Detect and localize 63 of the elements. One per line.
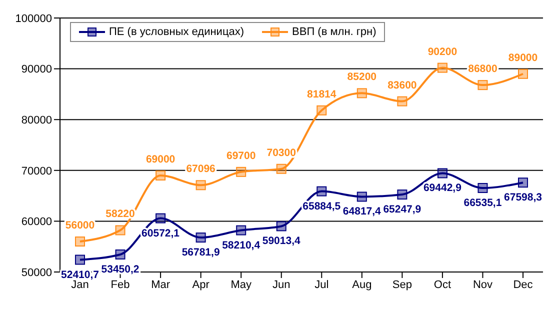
point xyxy=(397,96,408,106)
x-tick-label: Oct xyxy=(434,278,452,291)
point xyxy=(115,225,126,236)
point xyxy=(115,249,126,260)
point xyxy=(276,221,286,232)
x-tick-label: Jul xyxy=(314,278,329,291)
point xyxy=(437,168,448,178)
data-label: 89000 xyxy=(508,52,538,64)
data-label: 70300 xyxy=(266,146,296,159)
y-tick-label: 100000 xyxy=(15,12,52,25)
point xyxy=(518,178,528,188)
x-tick-label: Feb xyxy=(110,278,130,291)
x-tick-label: Nov xyxy=(472,278,494,291)
data-label: 64817,4 xyxy=(342,206,382,218)
data-label: 60572,1 xyxy=(142,227,180,240)
point xyxy=(316,105,327,116)
data-label: 58210,4 xyxy=(222,239,260,252)
x-tick-label: Jun xyxy=(272,278,290,291)
point xyxy=(196,232,206,243)
point xyxy=(437,62,448,73)
data-label: 69442,9 xyxy=(423,182,462,194)
point xyxy=(236,225,246,236)
data-label: 56781,9 xyxy=(182,246,220,259)
data-label: 69000 xyxy=(146,153,176,166)
data-label: 83600 xyxy=(388,79,417,92)
data-label: 90200 xyxy=(428,46,458,58)
x-tick-label: Mar xyxy=(151,278,170,291)
point xyxy=(518,68,528,79)
y-tick-label: 80000 xyxy=(21,114,52,127)
data-label: 65884,5 xyxy=(302,200,341,212)
point xyxy=(156,213,166,224)
point xyxy=(316,186,327,196)
legend-label: ПЕ (в условных единицах) xyxy=(109,26,244,38)
data-label: 67598,3 xyxy=(504,192,542,204)
x-tick-label: Apr xyxy=(192,278,210,291)
x-tick-label: Aug xyxy=(352,278,372,291)
point xyxy=(356,88,367,98)
data-label: 85200 xyxy=(347,71,377,84)
point xyxy=(236,166,246,177)
point xyxy=(196,180,206,190)
point xyxy=(356,192,367,202)
point xyxy=(478,183,488,193)
data-label: 59013,4 xyxy=(262,235,300,248)
x-tick-label: Sep xyxy=(392,278,412,291)
y-tick-label: 50000 xyxy=(21,266,52,279)
x-tick-label: Dec xyxy=(513,278,534,291)
data-label: 65247,9 xyxy=(383,204,422,216)
x-tick-label: May xyxy=(230,278,252,291)
data-label: 81814 xyxy=(307,88,336,100)
legend-label: ВВП (в млн. грн) xyxy=(292,26,376,38)
data-label: 66535,1 xyxy=(464,197,502,209)
point xyxy=(156,170,166,180)
point xyxy=(397,190,408,200)
y-tick-label: 90000 xyxy=(21,64,52,76)
data-label: 56000 xyxy=(65,220,95,232)
x-tick-label: Jan xyxy=(71,278,89,291)
point xyxy=(478,80,488,90)
point xyxy=(75,236,85,247)
y-tick-label: 70000 xyxy=(21,165,52,178)
point xyxy=(276,164,286,174)
data-label: 69700 xyxy=(226,150,256,162)
point xyxy=(75,254,85,265)
y-tick-label: 60000 xyxy=(21,216,52,228)
